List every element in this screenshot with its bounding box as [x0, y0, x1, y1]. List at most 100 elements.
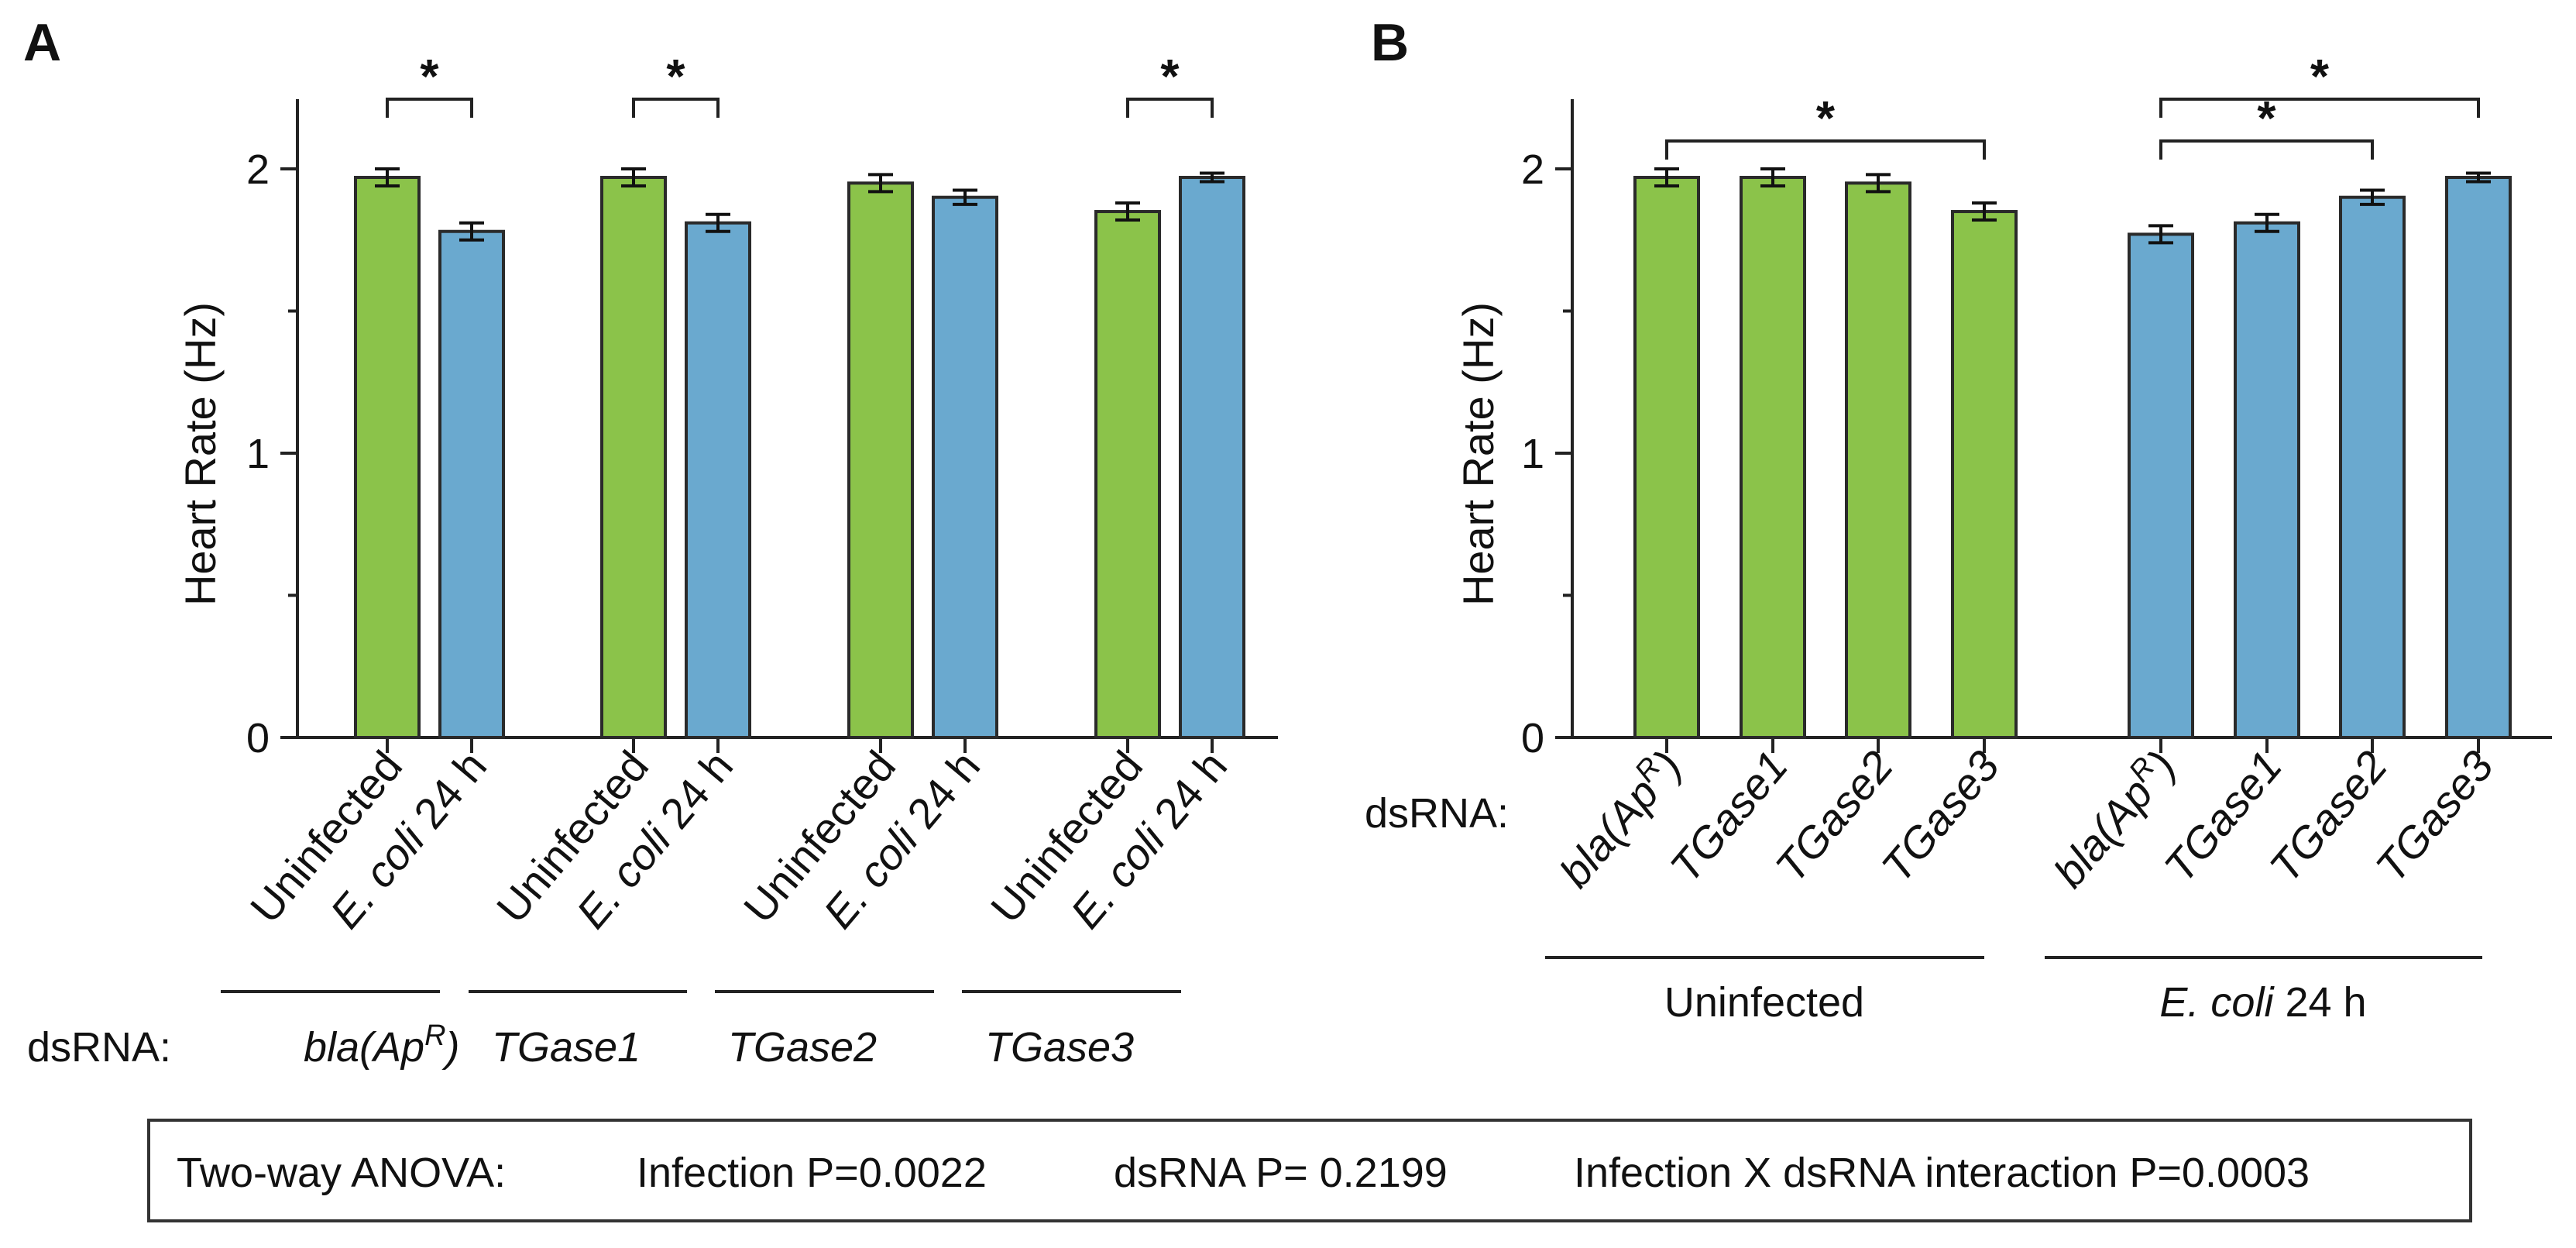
panel-b-y-axis-label: Heart Rate (Hz)	[1454, 302, 1503, 606]
panel-a-group-label: bla(ApR)	[304, 1019, 460, 1071]
panel-a-error-bar	[1200, 171, 1224, 184]
group-rest: 24 h	[2273, 979, 2366, 1026]
panel-b-error-bar	[2148, 224, 2173, 245]
panel-b-error-bar	[2466, 171, 2491, 184]
panel-a-letter: A	[23, 13, 61, 72]
panel-b-bar	[2128, 232, 2194, 740]
panel-a-bar	[438, 229, 505, 739]
panel-b-y-tick-label: 0	[1521, 715, 1544, 762]
panel-a-bars	[354, 167, 1245, 740]
anova-infection: Infection P=0.0022	[637, 1150, 987, 1196]
panel-b-bar	[1633, 176, 1700, 739]
panel-a-dsrna-label: dsRNA:	[27, 1024, 171, 1071]
panel-a-bar	[600, 176, 667, 739]
category-italic: bla(Ap	[1550, 769, 1668, 896]
bracket-line	[1665, 139, 1986, 160]
panel-a-group-label: TGase2	[728, 1024, 877, 1071]
panel-b-significance: * * *	[1665, 50, 2480, 160]
panel-a-error-bar	[621, 167, 646, 188]
panel-a-bar	[1094, 210, 1161, 739]
panel-b-category-label: bla(ApR)	[2042, 740, 2185, 896]
panel-a-y-axis-label: Heart Rate (Hz)	[176, 302, 225, 606]
panel-b-bar	[2234, 221, 2300, 740]
panel-a-error-bar	[375, 167, 400, 188]
anova-title: Two-way ANOVA:	[177, 1150, 506, 1196]
panel-b-group-labels: Uninfected E. coli 24 h	[1545, 956, 2482, 1026]
panel-b-bar	[2445, 176, 2512, 739]
group-italic: E. coli	[2159, 979, 2275, 1026]
panel-a-significance: * * *	[386, 50, 1214, 118]
panel-a-error-bar	[706, 212, 730, 233]
panel-a-y-tick-label: 1	[246, 431, 270, 477]
panel-a-bar	[685, 221, 751, 740]
panel-b: B Heart Rate (Hz) 012 * ** bla(ApR)TGase1…	[1365, 13, 2552, 1026]
panel-a-group-labels: bla(ApR) TGase1 TGase2 TGase3	[221, 990, 1181, 1071]
panel-b-bar	[1951, 210, 2018, 739]
panel-b-group-label: Uninfected	[1664, 979, 1864, 1026]
panel-b-error-bar	[1866, 173, 1891, 194]
group-close: )	[441, 1024, 460, 1071]
panel-b-bar	[1740, 176, 1806, 739]
bracket-line	[1126, 98, 1214, 118]
category-italic: bla(Ap	[2044, 769, 2162, 896]
panel-a-error-bar	[459, 221, 484, 242]
category-italic: TGase3	[1872, 741, 2008, 891]
anova-dsrna: dsRNA P= 0.2199	[1114, 1150, 1448, 1196]
bracket-line	[2159, 139, 2374, 160]
panel-b-bars	[1633, 167, 2512, 740]
panel-b-category-label: TGase3	[1872, 741, 2008, 891]
significance-star: *	[666, 50, 685, 104]
group-text: TGase1	[492, 1024, 641, 1071]
panel-a-bar	[847, 181, 914, 740]
panel-b-category-label: TGase3	[2366, 741, 2502, 891]
significance-star: *	[420, 50, 439, 104]
group-text: TGase2	[728, 1024, 877, 1071]
panel-b-group-label: E. coli 24 h	[2159, 979, 2366, 1026]
panel-a-y-tick-label: 0	[246, 715, 270, 762]
significance-star: *	[2310, 50, 2330, 104]
bracket-line	[632, 98, 720, 118]
group-text: bla(Ap	[304, 1024, 424, 1071]
panel-b-error-bar	[2360, 188, 2385, 206]
group-text: Uninfected	[1664, 979, 1864, 1026]
significance-star: *	[1816, 92, 1836, 146]
panel-b-significance-bracket: *	[2159, 92, 2374, 160]
anova-frame	[147, 1119, 2472, 1222]
panel-b-y-tick-label: 1	[1521, 431, 1544, 477]
significance-star: *	[1160, 50, 1180, 104]
anova-interaction: Infection X dsRNA interaction P=0.0003	[1574, 1150, 2310, 1196]
panel-b-error-bar	[1654, 167, 1679, 188]
significance-star: *	[2257, 92, 2276, 146]
panel-a-error-bar	[868, 173, 893, 194]
panel-a-significance-bracket: *	[632, 50, 720, 118]
panel-b-letter: B	[1371, 13, 1409, 72]
panel-b-bar	[1845, 181, 1911, 740]
panel-b-significance-bracket: *	[1665, 92, 1986, 160]
panel-b-error-bar	[1972, 201, 1997, 222]
panel-b-category-label: bla(ApR)	[1548, 740, 1691, 896]
bracket-line	[2159, 98, 2480, 118]
category-italic: TGase3	[2366, 741, 2502, 891]
panel-a-group-label: TGase1	[492, 1024, 641, 1071]
bracket-line	[386, 98, 473, 118]
group-sup: R	[424, 1019, 445, 1052]
panel-a-bar	[1179, 176, 1245, 739]
panel-a-error-bar	[953, 188, 977, 206]
panel-a-error-bar	[1115, 201, 1140, 222]
panel-b-bar	[2339, 195, 2406, 739]
panel-b-significance-bracket: *	[2159, 50, 2480, 118]
panel-b-error-bar	[2255, 212, 2279, 233]
panel-a-significance-bracket: *	[1126, 50, 1214, 118]
anova-box: Two-way ANOVA: Infection P=0.0022 dsRNA …	[147, 1119, 2472, 1222]
panel-b-y-tick-label: 2	[1521, 146, 1544, 193]
panel-a-significance-bracket: *	[386, 50, 473, 118]
panel-b-dsrna-label: dsRNA:	[1365, 790, 1509, 837]
panel-a-y-tick-label: 2	[246, 146, 270, 193]
panel-a-group-label: TGase3	[985, 1024, 1134, 1071]
panel-b-error-bar	[1760, 167, 1785, 188]
group-text: TGase3	[985, 1024, 1134, 1071]
